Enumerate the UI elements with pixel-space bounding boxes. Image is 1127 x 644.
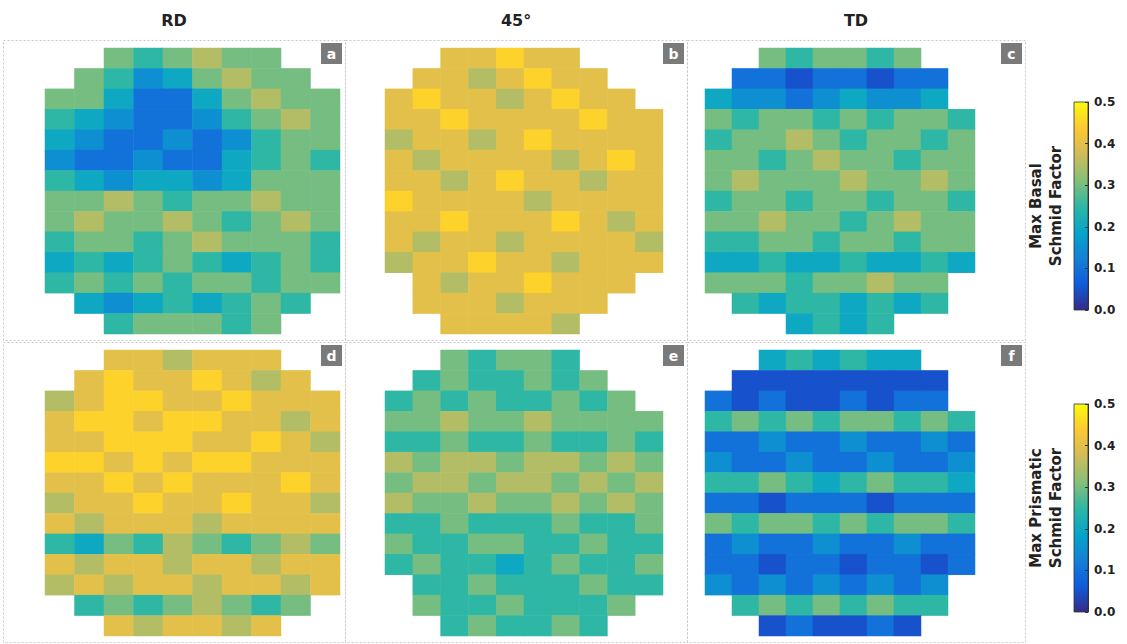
- svg-text:Schmid Factor: Schmid Factor: [1047, 145, 1065, 266]
- svg-text:0.0: 0.0: [1094, 605, 1115, 619]
- svg-text:0.0: 0.0: [1094, 303, 1115, 317]
- svg-text:0.1: 0.1: [1094, 261, 1115, 275]
- svg-text:0.5: 0.5: [1094, 397, 1115, 411]
- svg-text:Schmid Factor: Schmid Factor: [1047, 447, 1065, 568]
- svg-text:c: c: [1007, 46, 1015, 62]
- svg-text:a: a: [327, 46, 336, 62]
- svg-text:0.2: 0.2: [1094, 220, 1115, 234]
- svg-text:Max Basal: Max Basal: [1027, 163, 1045, 249]
- svg-text:e: e: [669, 348, 679, 364]
- svg-text:TD: TD: [844, 11, 868, 30]
- svg-text:0.1: 0.1: [1094, 563, 1115, 577]
- svg-text:0.3: 0.3: [1094, 480, 1115, 494]
- svg-text:f: f: [1008, 348, 1015, 364]
- svg-text:b: b: [668, 46, 678, 62]
- svg-text:0.4: 0.4: [1094, 137, 1115, 151]
- svg-text:d: d: [326, 348, 336, 364]
- svg-text:0.4: 0.4: [1094, 439, 1115, 453]
- svg-text:45°: 45°: [501, 11, 531, 30]
- svg-text:RD: RD: [161, 11, 187, 30]
- svg-text:0.3: 0.3: [1094, 178, 1115, 192]
- svg-text:Max Prismatic: Max Prismatic: [1027, 448, 1045, 567]
- svg-text:0.2: 0.2: [1094, 522, 1115, 536]
- svg-text:0.5: 0.5: [1094, 95, 1115, 109]
